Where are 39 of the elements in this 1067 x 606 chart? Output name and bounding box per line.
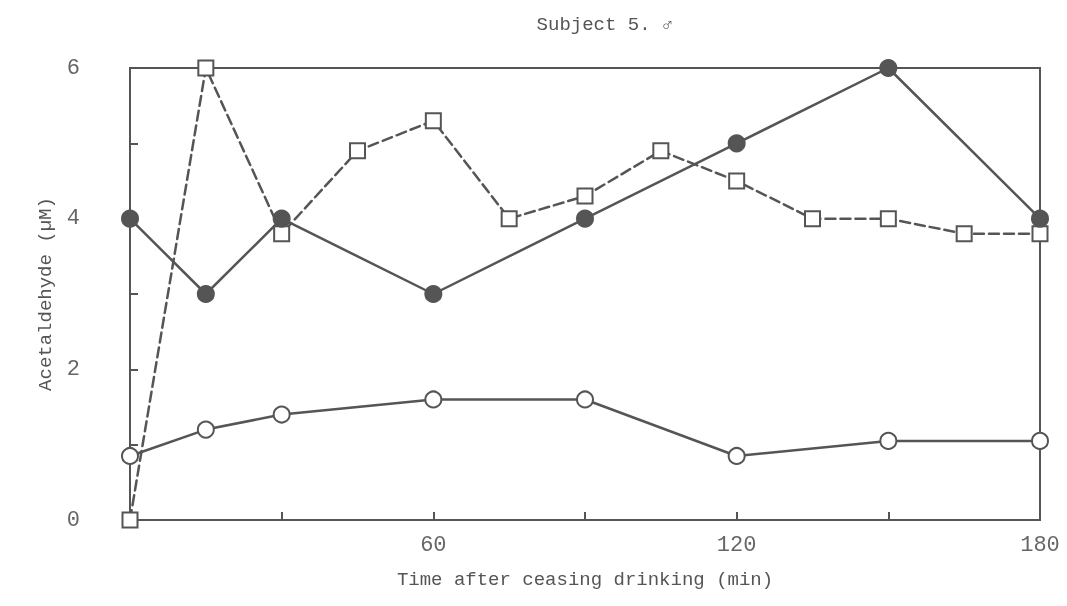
point: [349, 142, 366, 160]
point: [272, 405, 291, 424]
point: [121, 446, 139, 465]
point: [500, 210, 518, 228]
point: [197, 59, 215, 77]
x-tick-label: 180: [1020, 532, 1060, 558]
point: [272, 209, 291, 228]
point: [424, 390, 443, 409]
point: [955, 225, 973, 243]
point: [576, 187, 594, 205]
point: [804, 210, 821, 228]
chart-title: Subject 5. ♂: [536, 13, 674, 36]
point: [1031, 209, 1049, 228]
point: [727, 446, 746, 465]
point: [196, 285, 215, 303]
point: [424, 285, 443, 303]
point: [576, 390, 594, 409]
point: [1031, 431, 1049, 450]
x-tick-label: 60: [420, 532, 447, 558]
point: [879, 431, 898, 450]
y-tick-label: 6: [66, 55, 80, 81]
point: [727, 134, 746, 153]
point: [728, 172, 746, 190]
y-tick-label: 4: [66, 206, 80, 232]
point: [121, 209, 139, 228]
x-tick-label: 120: [716, 532, 757, 558]
point: [121, 511, 139, 529]
point: [576, 209, 594, 228]
point: [424, 112, 442, 130]
point: [652, 142, 670, 160]
x-axis-title: Time after ceasing drinking (min): [396, 568, 774, 591]
point: [879, 59, 898, 77]
y-axis-title: Acetaldehyde (µM): [35, 197, 58, 391]
point: [1031, 225, 1049, 243]
point: [879, 210, 897, 228]
y-tick-label: 0: [66, 507, 80, 533]
y-tick-label: 2: [66, 356, 80, 382]
point: [273, 225, 291, 243]
point: [196, 420, 215, 439]
